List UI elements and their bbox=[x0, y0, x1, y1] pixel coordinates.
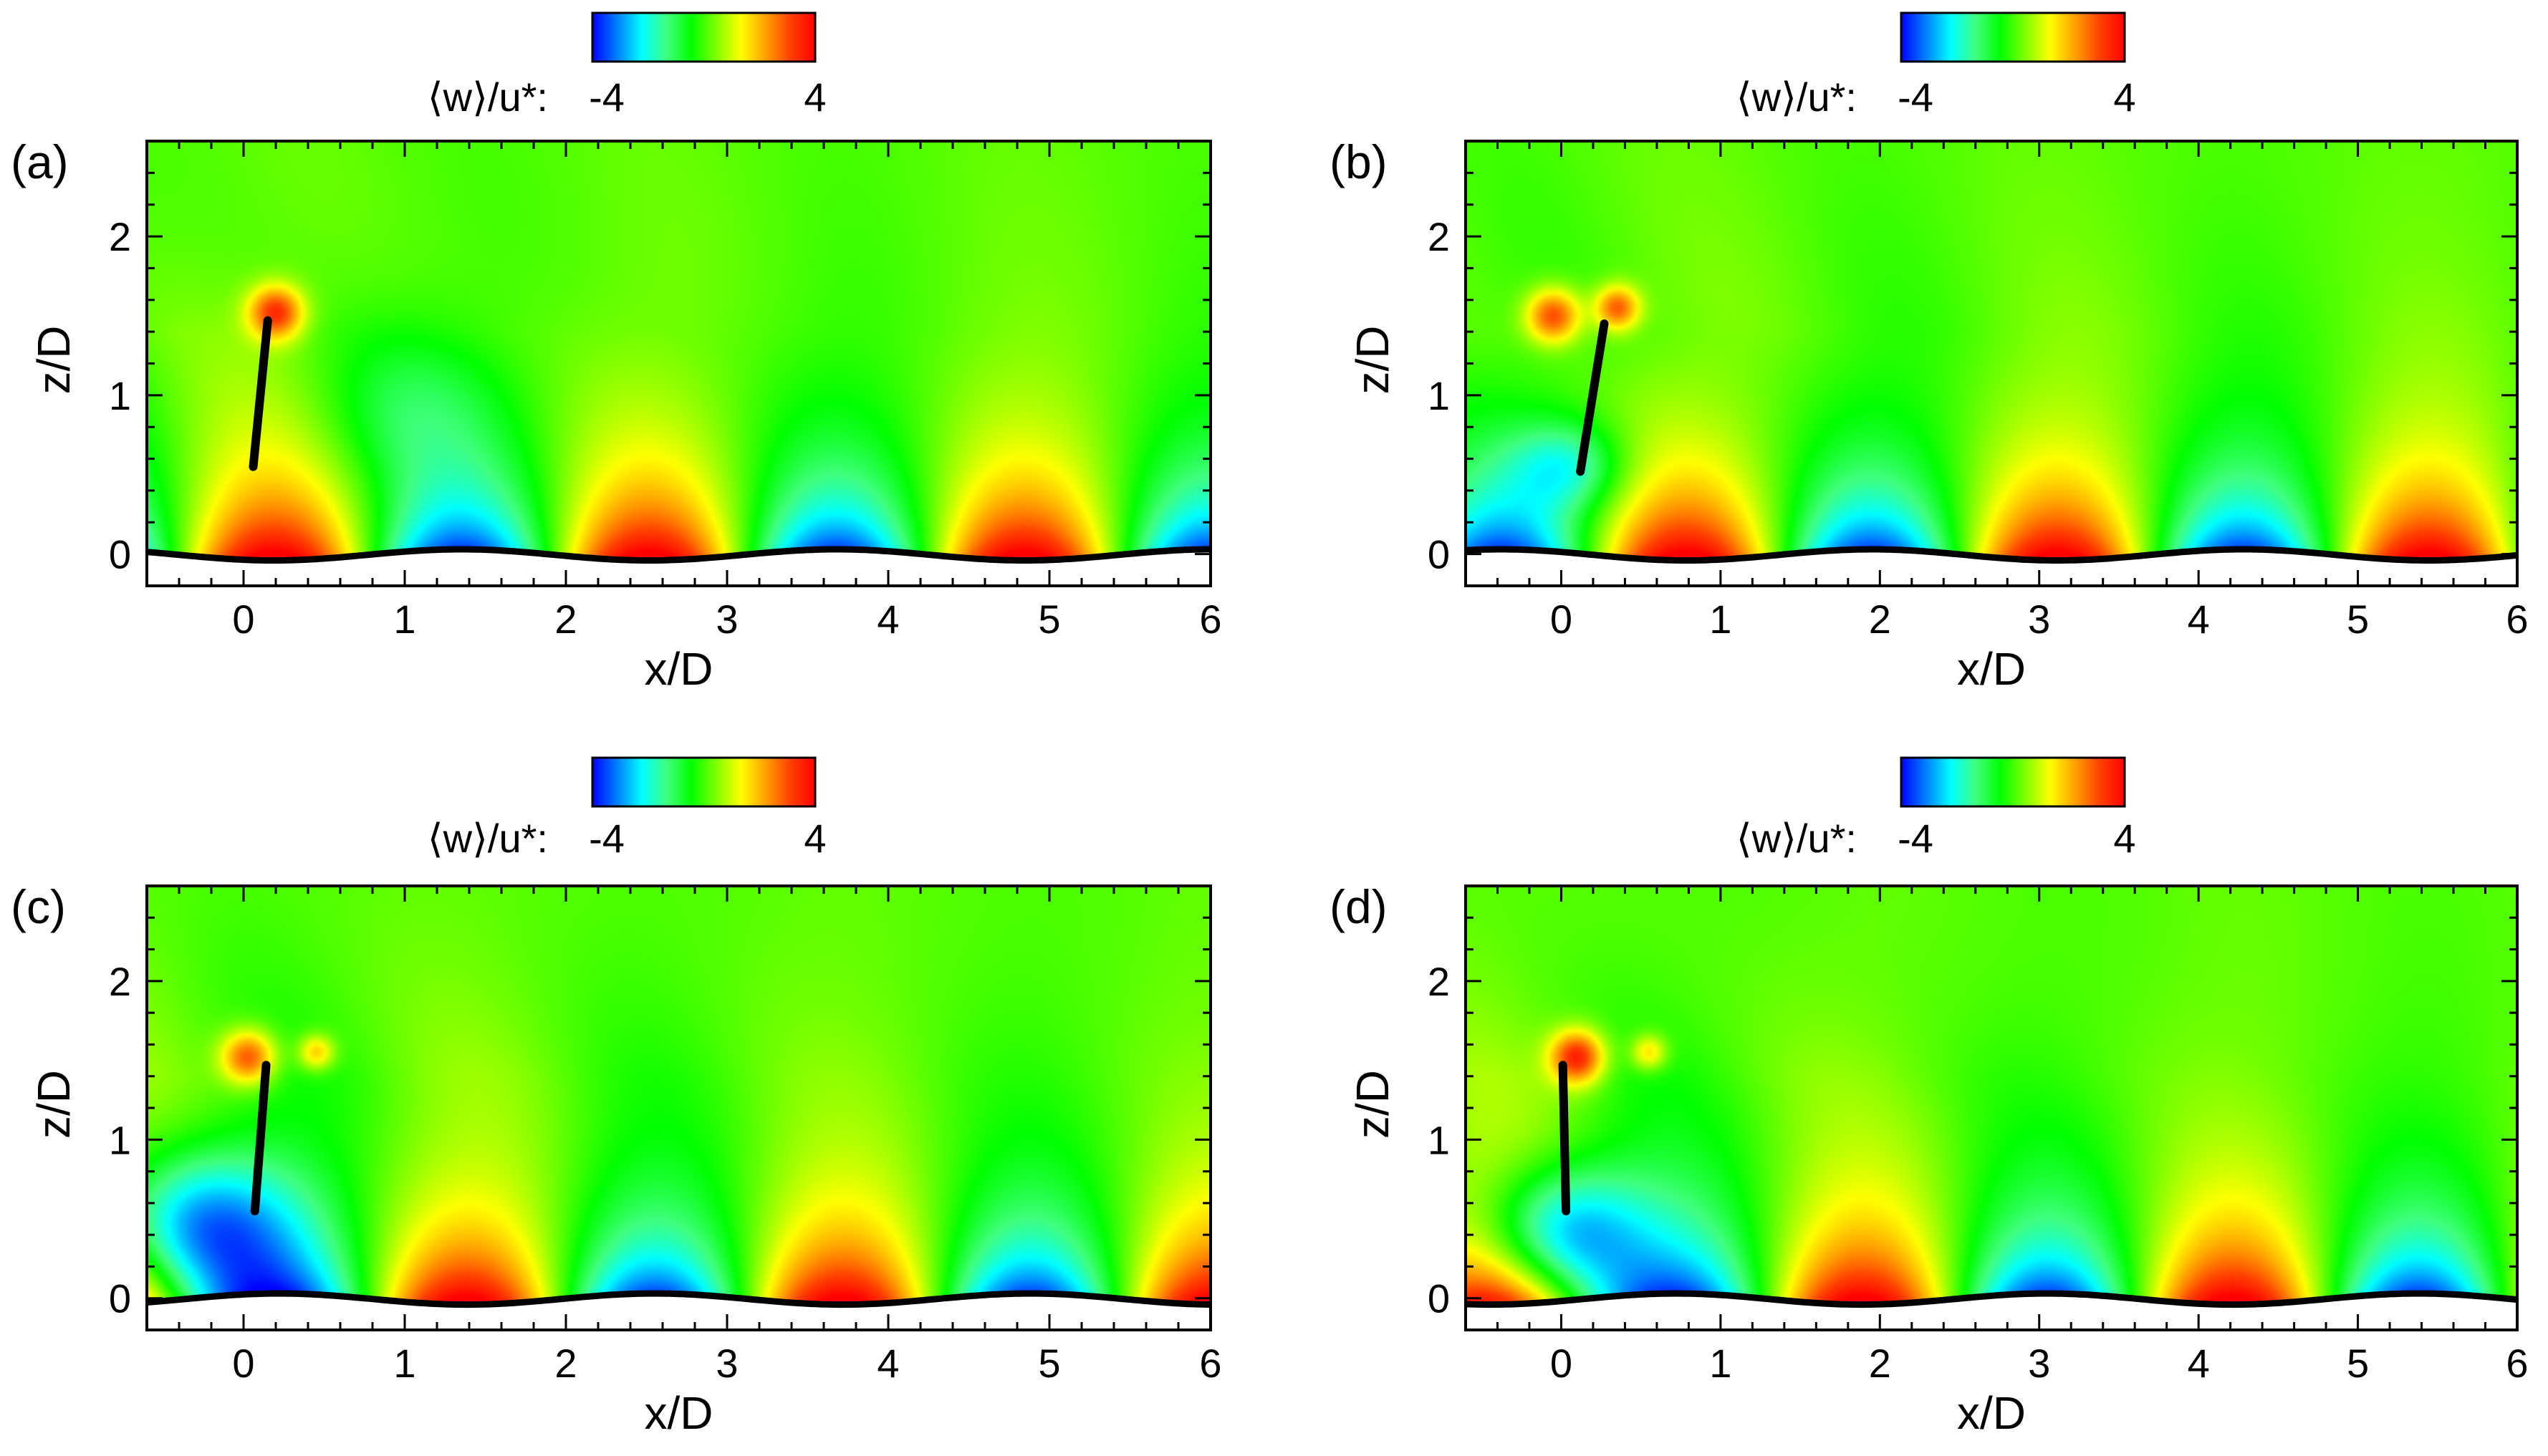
x-axis-title: x/D bbox=[1957, 1387, 2026, 1439]
colorbar-label: ⟨w⟩/u*: bbox=[428, 74, 548, 120]
x-tick-label: 3 bbox=[716, 597, 738, 642]
x-tick-label: 5 bbox=[1038, 1341, 1060, 1386]
x-tick-label: 0 bbox=[1550, 597, 1572, 642]
x-tick-label: 4 bbox=[877, 597, 899, 642]
colorbar-min-label: -4 bbox=[1898, 816, 1933, 861]
x-tick-label: 4 bbox=[2188, 1341, 2210, 1386]
y-axis-title: z/D bbox=[28, 326, 80, 395]
x-tick-label: 4 bbox=[877, 1341, 899, 1386]
heatmap-field bbox=[147, 141, 1211, 586]
y-tick-label: 0 bbox=[109, 1276, 131, 1321]
x-tick-label: 3 bbox=[2028, 597, 2050, 642]
axis-ticks bbox=[1466, 140, 2519, 587]
y-tick-label: 2 bbox=[109, 214, 131, 259]
x-tick-label: 0 bbox=[1550, 1341, 1572, 1386]
y-tick-label: 0 bbox=[1428, 532, 1450, 577]
colorbar-min-label: -4 bbox=[589, 816, 625, 861]
panel-label: (d) bbox=[1330, 880, 1388, 933]
x-tick-label: 3 bbox=[2028, 1341, 2050, 1386]
colorbar: ⟨w⟩/u*: -4 4 bbox=[1736, 756, 2136, 861]
x-axis-title: x/D bbox=[645, 643, 713, 695]
colorbar: ⟨w⟩/u*: -4 4 bbox=[428, 11, 827, 120]
x-tick-label: 5 bbox=[2347, 597, 2369, 642]
x-tick-label: 0 bbox=[232, 597, 254, 642]
x-tick-label: 2 bbox=[1869, 1341, 1891, 1386]
x-tick-label: 1 bbox=[1709, 1341, 1731, 1386]
y-tick-label: 1 bbox=[1428, 1117, 1450, 1162]
x-tick-label: 2 bbox=[554, 597, 577, 642]
x-axis-title: x/D bbox=[1957, 643, 2026, 695]
x-tick-label: 2 bbox=[554, 1341, 577, 1386]
panel-d: 0 1 2 3 4 5 6 0 1 2 x/D z/D (d) ⟨w⟩/u*: -4 4 bbox=[1330, 756, 2529, 1439]
y-tick-label: 2 bbox=[1428, 214, 1450, 259]
wave-surface-line bbox=[146, 546, 1211, 564]
x-tick-label: 6 bbox=[1199, 1341, 1221, 1386]
colorbar-max-label: 4 bbox=[804, 816, 826, 861]
turbine-rotor-line bbox=[1576, 319, 1609, 476]
colorbar: ⟨w⟩/u*: -4 4 bbox=[1736, 11, 2136, 120]
x-tick-label: 6 bbox=[1199, 597, 1221, 642]
colorbar: ⟨w⟩/u*: -4 4 bbox=[428, 756, 827, 861]
y-tick-label: 1 bbox=[1428, 373, 1450, 418]
panel-label: (c) bbox=[11, 880, 66, 933]
y-axis-title: z/D bbox=[1347, 326, 1398, 395]
heatmap-field bbox=[1466, 886, 2517, 1330]
below-surface-fill bbox=[1466, 1293, 2517, 1330]
turbine-rotor-line bbox=[250, 1061, 271, 1215]
heatmap-field bbox=[1466, 141, 2517, 586]
colorbar-gradient bbox=[591, 11, 817, 63]
x-tick-label: 1 bbox=[1709, 597, 1731, 642]
colorbar-gradient bbox=[1900, 11, 2126, 63]
colorbar-max-label: 4 bbox=[2113, 816, 2135, 861]
x-tick-label: 6 bbox=[2506, 1341, 2528, 1386]
x-tick-label: 4 bbox=[2188, 597, 2210, 642]
axis-ticks bbox=[1466, 884, 2519, 1331]
panel-b: 0 1 2 3 4 5 6 0 1 2 x/D z/D (b) ⟨w⟩/u*: -4 4 bbox=[1330, 11, 2529, 695]
axis-ticks bbox=[147, 884, 1212, 1331]
y-tick-label: 0 bbox=[109, 532, 131, 577]
y-tick-label: 2 bbox=[1428, 959, 1450, 1004]
x-tick-label: 6 bbox=[2506, 597, 2528, 642]
y-tick-label: 1 bbox=[109, 373, 131, 418]
y-tick-label: 2 bbox=[109, 959, 131, 1004]
turbine-rotor-line bbox=[1558, 1061, 1571, 1215]
below-surface-fill bbox=[147, 1293, 1211, 1330]
wave-surface-line bbox=[146, 1290, 1211, 1308]
y-axis-title: z/D bbox=[28, 1070, 80, 1139]
panel-label: (b) bbox=[1330, 135, 1388, 188]
axis-ticks bbox=[147, 140, 1212, 587]
panel-label: (a) bbox=[11, 135, 69, 188]
x-tick-label: 3 bbox=[716, 1341, 738, 1386]
y-tick-label: 0 bbox=[1428, 1276, 1450, 1321]
below-surface-fill bbox=[1466, 549, 2517, 586]
colorbar-gradient bbox=[1900, 756, 2126, 808]
y-axis-title: z/D bbox=[1347, 1070, 1398, 1139]
colorbar-label: ⟨w⟩/u*: bbox=[428, 816, 548, 861]
x-tick-label: 5 bbox=[2347, 1341, 2369, 1386]
x-axis-title: x/D bbox=[645, 1387, 713, 1439]
colorbar-max-label: 4 bbox=[804, 74, 826, 120]
x-tick-label: 5 bbox=[1038, 597, 1060, 642]
x-tick-label: 1 bbox=[393, 597, 415, 642]
heatmap-field bbox=[147, 886, 1211, 1330]
y-tick-label: 1 bbox=[109, 1117, 131, 1162]
wave-surface-line bbox=[1465, 1290, 2518, 1308]
x-tick-label: 0 bbox=[232, 1341, 254, 1386]
panel-c: 0 1 2 3 4 5 6 0 1 2 x/D z/D (c) ⟨w⟩/u*: -4 4 bbox=[11, 756, 1222, 1439]
colorbar-min-label: -4 bbox=[1898, 74, 1933, 120]
colorbar-max-label: 4 bbox=[2113, 74, 2135, 120]
panel-a: 0 1 2 3 4 5 6 0 1 2 x/D z/D (a) ⟨w⟩/u*: -4 4 bbox=[11, 11, 1222, 695]
wave-surface-line bbox=[1465, 546, 2518, 564]
colorbar-label: ⟨w⟩/u*: bbox=[1736, 816, 1857, 861]
colorbar-label: ⟨w⟩/u*: bbox=[1736, 74, 1857, 120]
colorbar-min-label: -4 bbox=[589, 74, 625, 120]
colorbar-gradient bbox=[591, 756, 817, 808]
x-tick-label: 2 bbox=[1869, 597, 1891, 642]
x-tick-label: 1 bbox=[393, 1341, 415, 1386]
turbine-rotor-line bbox=[249, 316, 272, 471]
